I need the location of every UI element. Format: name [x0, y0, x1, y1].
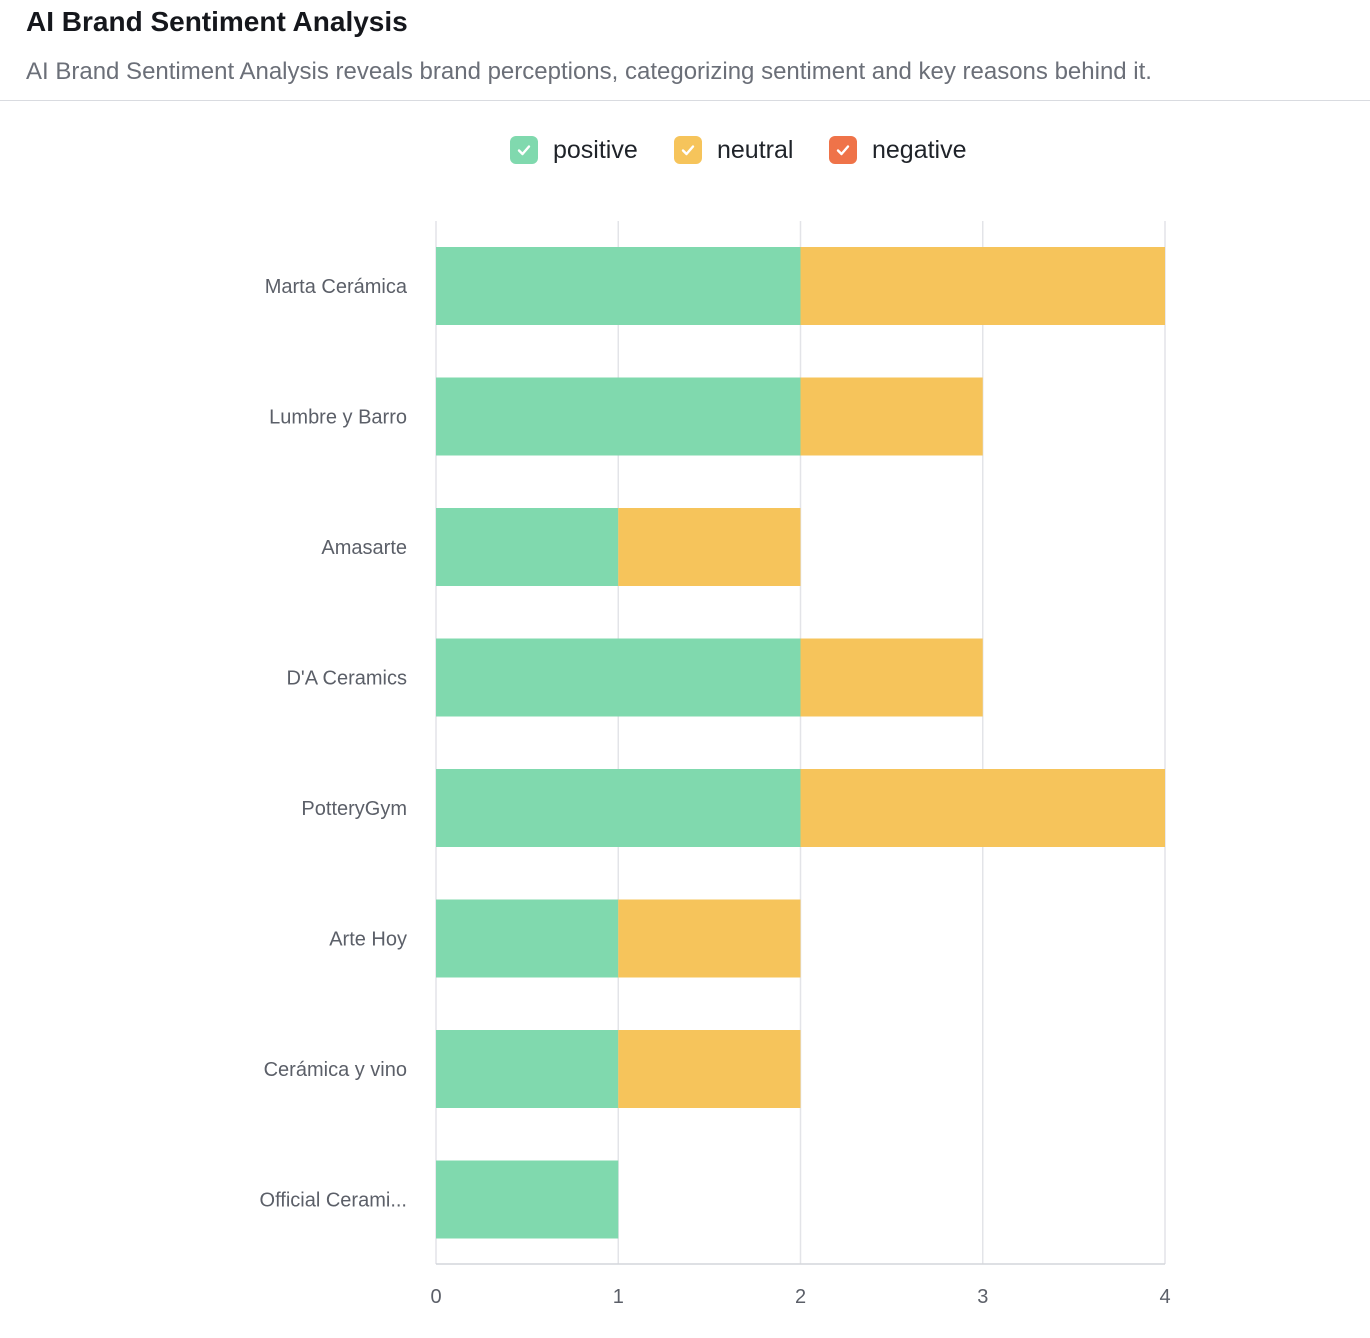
- page-subtitle: AI Brand Sentiment Analysis reveals bran…: [26, 58, 1152, 85]
- bar-neutral[interactable]: [618, 899, 801, 978]
- bar-positive[interactable]: [436, 769, 801, 847]
- category-label: Lumbre y Barro: [269, 407, 407, 429]
- bar-neutral[interactable]: [618, 1030, 801, 1108]
- category-label: Marta Cerámica: [265, 276, 408, 298]
- bar-neutral[interactable]: [800, 377, 983, 456]
- legend-item-negative[interactable]: negative: [829, 130, 967, 170]
- category-label: Arte Hoy: [329, 929, 407, 951]
- chart-header: AI Brand Sentiment Analysis AI Brand Sen…: [0, 0, 1370, 101]
- check-icon: [836, 145, 850, 156]
- page-title: AI Brand Sentiment Analysis: [26, 6, 408, 37]
- bar-positive[interactable]: [436, 1160, 619, 1239]
- category-label: Cerámica y vino: [264, 1059, 407, 1081]
- x-tick-label: 2: [795, 1286, 806, 1308]
- chart-legend: positive neutral negative: [0, 130, 1370, 170]
- legend-swatch-negative: [829, 136, 857, 164]
- x-tick-label: 4: [1159, 1286, 1170, 1308]
- x-tick-label: 1: [613, 1286, 624, 1308]
- bar-neutral[interactable]: [618, 508, 801, 586]
- legend-swatch-neutral: [674, 136, 702, 164]
- bar-positive[interactable]: [436, 1030, 619, 1108]
- bar-neutral[interactable]: [800, 638, 983, 717]
- legend-label-negative: negative: [872, 135, 967, 164]
- category-label: Official Cerami...: [260, 1190, 407, 1212]
- bar-positive[interactable]: [436, 508, 619, 586]
- bar-neutral[interactable]: [800, 769, 1166, 847]
- category-label: Amasarte: [321, 537, 407, 559]
- legend-item-neutral[interactable]: neutral: [674, 130, 793, 170]
- legend-item-positive[interactable]: positive: [510, 130, 638, 170]
- legend-swatch-positive: [510, 136, 538, 164]
- bar-positive[interactable]: [436, 377, 801, 456]
- category-label: D'A Ceramics: [286, 668, 407, 690]
- bar-neutral[interactable]: [800, 247, 1166, 325]
- legend-label-neutral: neutral: [717, 135, 794, 164]
- check-icon: [517, 145, 531, 156]
- x-tick-label: 3: [977, 1286, 988, 1308]
- legend-label-positive: positive: [553, 135, 638, 164]
- x-tick-label: 0: [430, 1286, 441, 1308]
- bar-positive[interactable]: [436, 638, 801, 717]
- category-label: PotteryGym: [301, 798, 407, 820]
- stacked-bar-chart: Marta Cerámica Lumbre y Barro Amasarte D'A …: [260, 221, 1171, 1308]
- check-icon: [681, 145, 695, 156]
- bar-positive[interactable]: [436, 899, 619, 978]
- bar-positive[interactable]: [436, 247, 801, 325]
